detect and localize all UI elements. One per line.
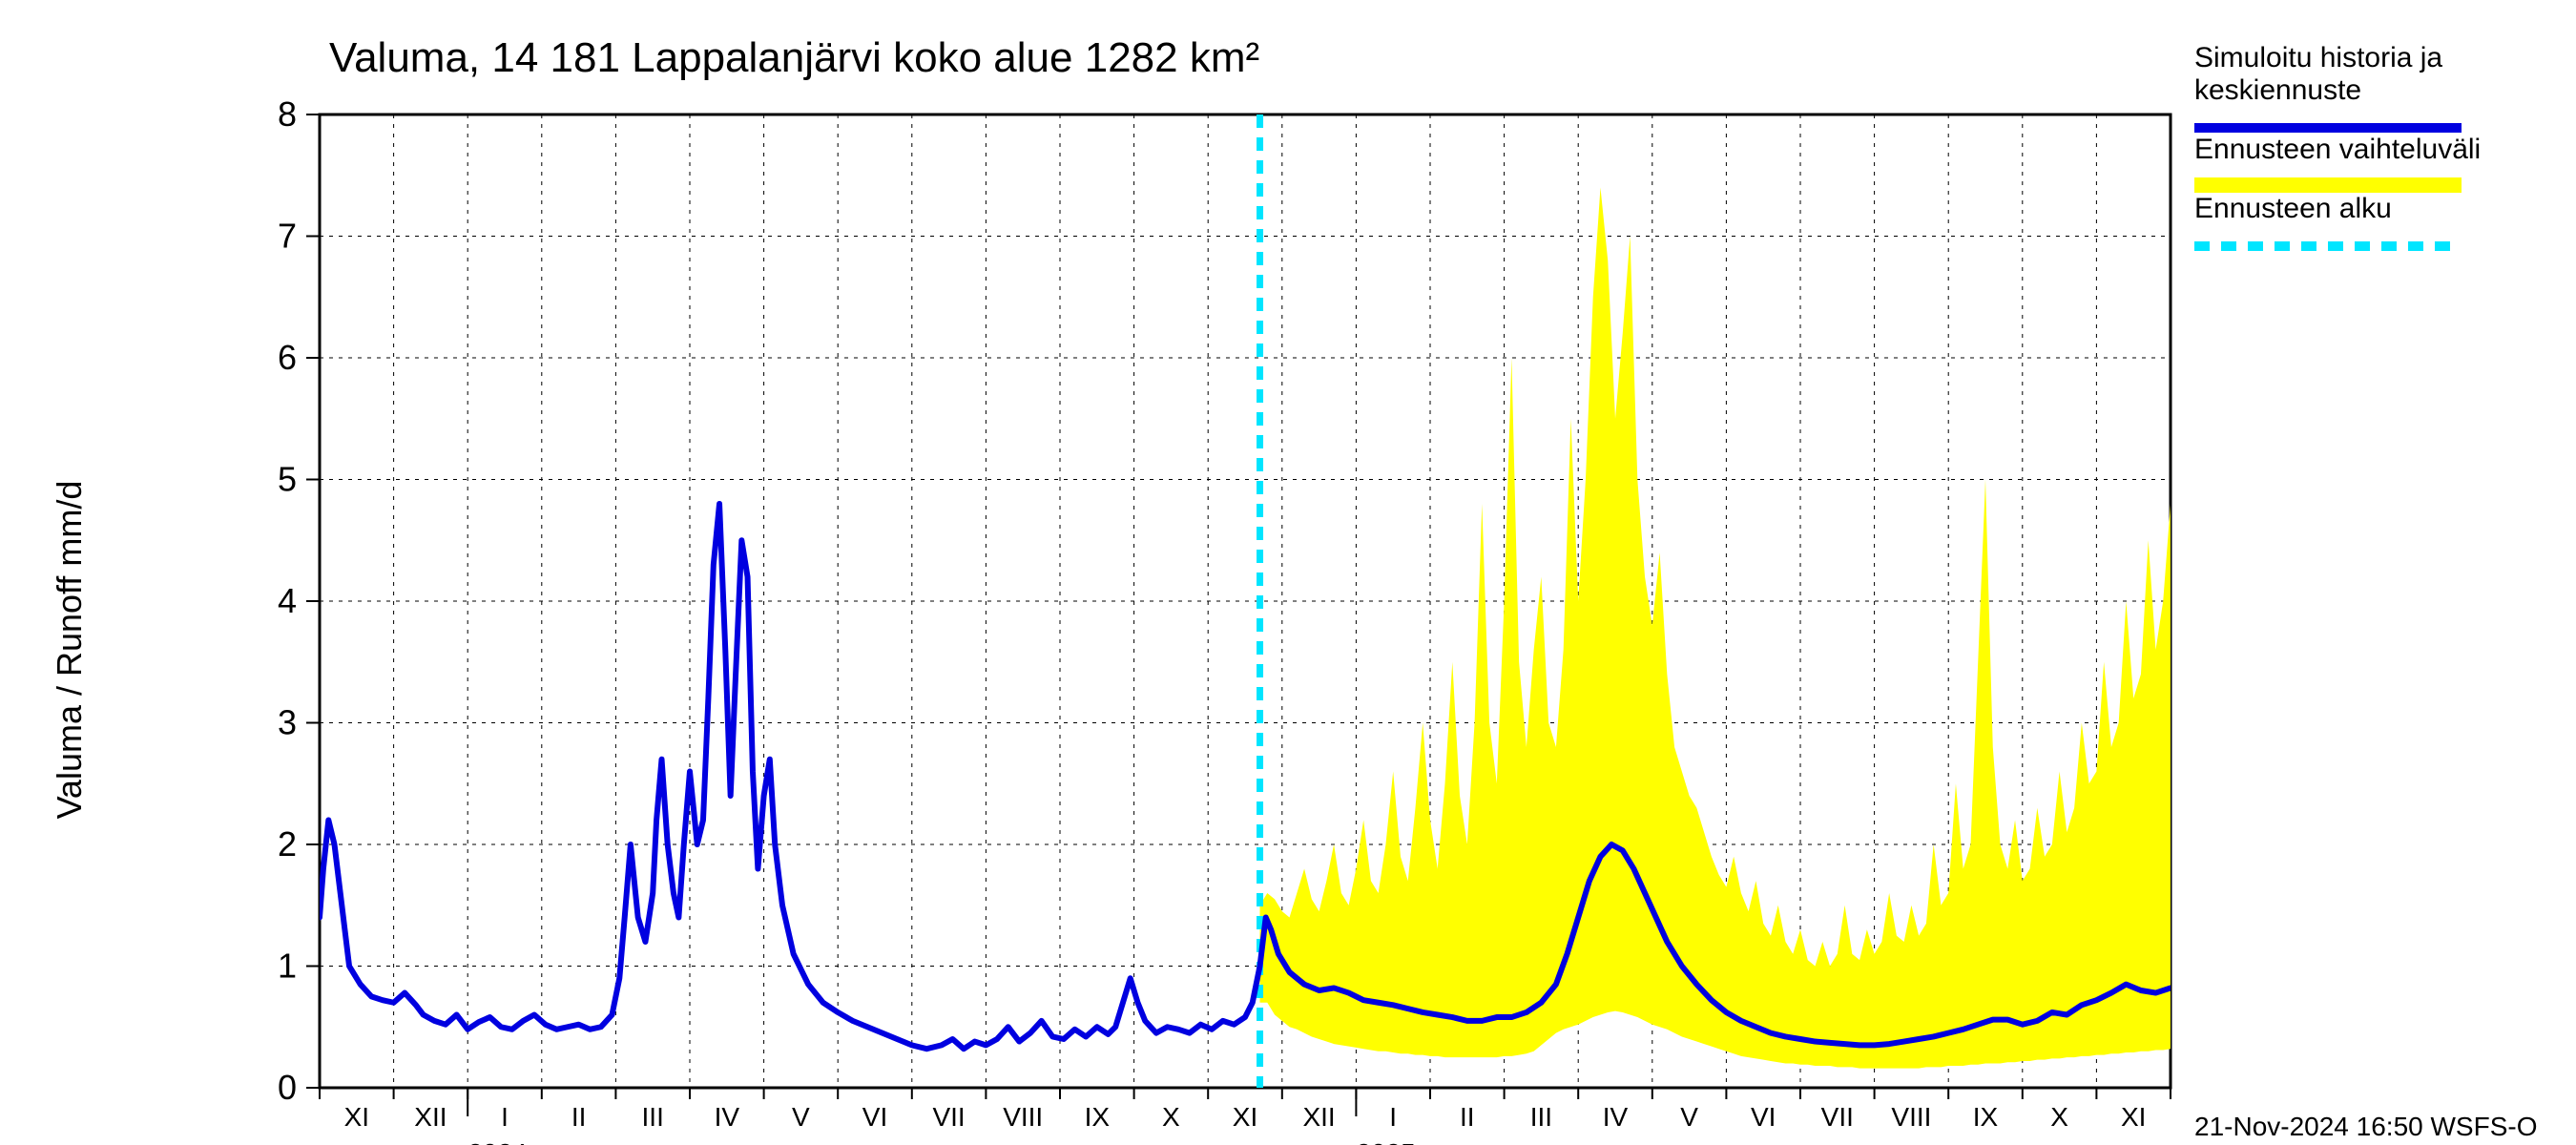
svg-text:II: II bbox=[1460, 1102, 1475, 1132]
svg-text:XI: XI bbox=[344, 1102, 369, 1132]
svg-text:I: I bbox=[501, 1102, 509, 1132]
svg-text:Ennusteen alku: Ennusteen alku bbox=[2194, 193, 2392, 224]
svg-text:VI: VI bbox=[862, 1102, 887, 1132]
svg-text:IX: IX bbox=[1085, 1102, 1111, 1132]
svg-text:XI: XI bbox=[1233, 1102, 1257, 1132]
svg-text:2: 2 bbox=[278, 824, 297, 864]
footer-timestamp: 21-Nov-2024 16:50 WSFS-O bbox=[2194, 1112, 2538, 1141]
svg-text:keskiennuste: keskiennuste bbox=[2194, 74, 2361, 106]
svg-text:IV: IV bbox=[715, 1102, 740, 1132]
svg-text:IV: IV bbox=[1603, 1102, 1629, 1132]
svg-text:VII: VII bbox=[932, 1102, 965, 1132]
svg-text:XI: XI bbox=[2121, 1102, 2146, 1132]
svg-text:Simuloitu historia ja: Simuloitu historia ja bbox=[2194, 42, 2442, 73]
svg-text:X: X bbox=[1162, 1102, 1180, 1132]
runoff-chart: 012345678XIXIIIIIIIIIVVVIVIIVIIIIXXXIXII… bbox=[0, 0, 2576, 1145]
svg-text:3: 3 bbox=[278, 703, 297, 742]
svg-text:VII: VII bbox=[1821, 1102, 1854, 1132]
svg-text:IX: IX bbox=[1973, 1102, 1999, 1132]
svg-text:V: V bbox=[1680, 1102, 1698, 1132]
svg-text:VI: VI bbox=[1751, 1102, 1776, 1132]
svg-text:7: 7 bbox=[278, 217, 297, 256]
svg-text:5: 5 bbox=[278, 460, 297, 499]
svg-text:2025: 2025 bbox=[1356, 1138, 1415, 1145]
svg-text:XII: XII bbox=[1302, 1102, 1335, 1132]
y-axis-label: Valuma / Runoff mm/d bbox=[50, 481, 89, 820]
svg-text:V: V bbox=[792, 1102, 810, 1132]
svg-text:4: 4 bbox=[278, 581, 297, 620]
svg-text:III: III bbox=[642, 1102, 664, 1132]
svg-text:II: II bbox=[571, 1102, 587, 1132]
svg-text:XII: XII bbox=[414, 1102, 447, 1132]
svg-text:8: 8 bbox=[278, 94, 297, 134]
svg-text:1: 1 bbox=[278, 947, 297, 986]
svg-text:Ennusteen vaihteluväli: Ennusteen vaihteluväli bbox=[2194, 134, 2481, 165]
svg-text:2024: 2024 bbox=[467, 1138, 527, 1145]
svg-text:III: III bbox=[1530, 1102, 1552, 1132]
svg-text:6: 6 bbox=[278, 338, 297, 377]
svg-text:VIII: VIII bbox=[1003, 1102, 1043, 1132]
chart-title: Valuma, 14 181 Lappalanjärvi koko alue 1… bbox=[329, 34, 1259, 81]
svg-text:I: I bbox=[1389, 1102, 1397, 1132]
svg-text:0: 0 bbox=[278, 1068, 297, 1107]
svg-text:VIII: VIII bbox=[1891, 1102, 1931, 1132]
chart-svg: 012345678XIXIIIIIIIIIVVVIVIIVIIIIXXXIXII… bbox=[0, 0, 2576, 1145]
svg-text:X: X bbox=[2050, 1102, 2068, 1132]
